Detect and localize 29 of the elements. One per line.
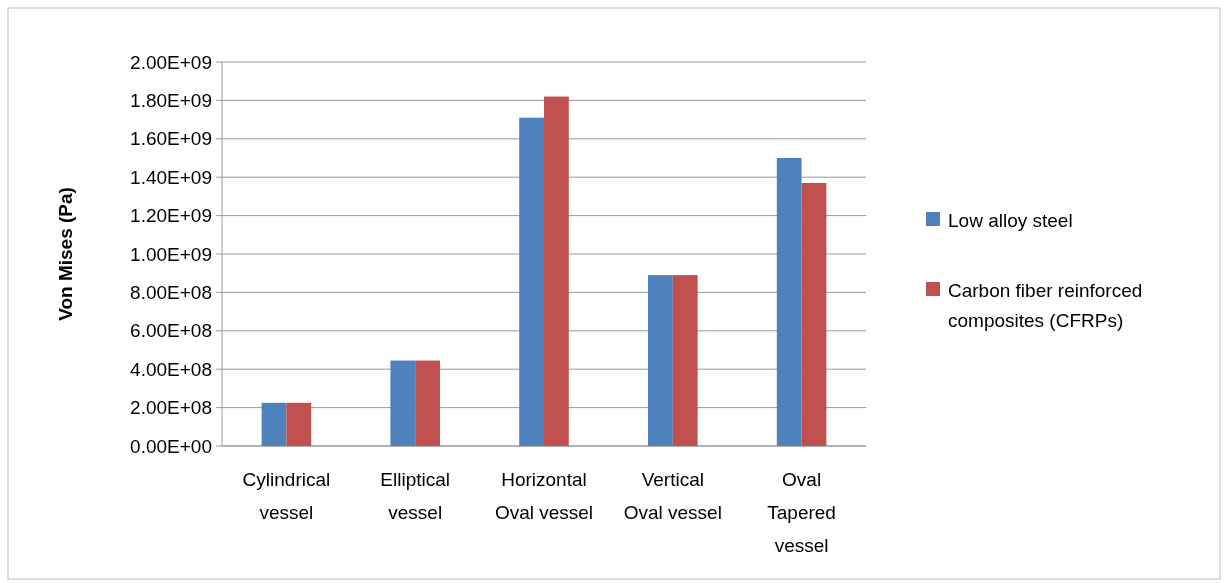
y-tick-label: 1.20E+09 xyxy=(130,205,212,227)
y-tick-label: 1.80E+09 xyxy=(130,90,212,112)
y-tick-label: 8.00E+08 xyxy=(130,282,212,304)
bar xyxy=(390,360,416,446)
legend-label: Low alloy steel xyxy=(948,209,1073,231)
bar xyxy=(801,182,827,446)
y-tick-label: 1.60E+09 xyxy=(130,128,212,150)
y-tick-label: 1.40E+09 xyxy=(130,166,212,188)
bar xyxy=(519,117,544,446)
x-tick-label: Horizontal Oval vessel xyxy=(494,469,594,523)
x-tick-label: Oval Tapered vessel xyxy=(767,469,836,556)
y-tick-label: 2.00E+09 xyxy=(130,51,212,73)
bar xyxy=(415,360,440,446)
x-tick-label: Vertical Oval vessel xyxy=(623,469,722,523)
bar xyxy=(286,402,312,446)
x-tick-label: Cylindrical vessel xyxy=(242,469,331,523)
y-tick-label: 6.00E+08 xyxy=(130,320,212,342)
y-tick-label: 2.00E+08 xyxy=(130,397,212,419)
bar xyxy=(648,275,673,446)
legend-label: Carbon fiber reinforced composites (CFRPs) xyxy=(948,279,1143,331)
y-tick-label: 4.00E+08 xyxy=(130,358,212,380)
bar xyxy=(776,158,802,446)
bar xyxy=(672,275,698,446)
x-tick-label: Elliptical vessel xyxy=(380,469,451,523)
y-axis-title: Von Mises (Pa) xyxy=(55,187,76,321)
bar xyxy=(261,402,287,446)
y-tick-label: 0.00E+00 xyxy=(130,435,212,457)
y-tick-label: 1.00E+09 xyxy=(130,243,212,265)
bar xyxy=(544,96,569,446)
